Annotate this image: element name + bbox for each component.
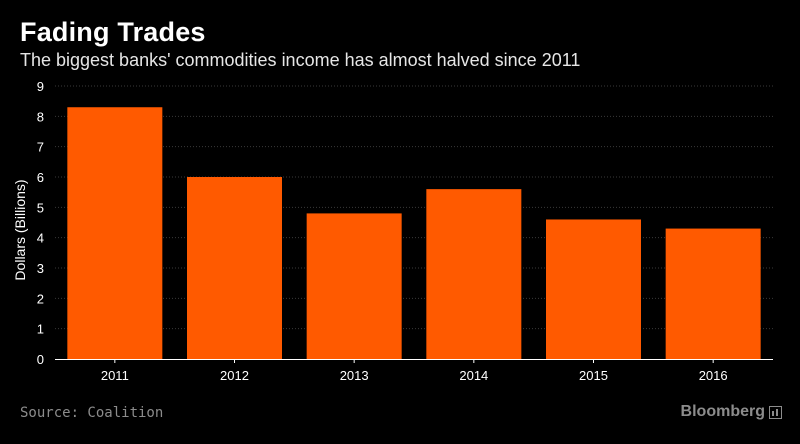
y-tick-label: 3 [37, 261, 44, 276]
y-tick-label: 8 [37, 109, 44, 124]
y-tick-label: 1 [37, 322, 44, 337]
y-tick-label: 7 [37, 140, 44, 155]
x-tick-label: 2016 [699, 368, 728, 383]
y-tick-label: 0 [37, 352, 44, 367]
y-tick-label: 5 [37, 200, 44, 215]
bar-chart-icon [769, 405, 782, 419]
y-tick-label: 4 [37, 231, 44, 246]
y-axis-label: Dollars (Billions) [12, 179, 28, 280]
x-tick-label: 2014 [459, 368, 488, 383]
y-tick-label: 2 [37, 291, 44, 306]
brand-name: Bloomberg [680, 403, 765, 420]
y-tick-label: 9 [37, 79, 44, 94]
x-tick-label: 2013 [340, 368, 369, 383]
bar-2011 [67, 107, 163, 359]
chart-subtitle: The biggest banks' commodities income ha… [20, 50, 581, 70]
axes: 0 1 2 3 4 5 6 7 8 9 2011 2012 2013 2014 2015 2016 [37, 79, 773, 383]
bar-2015 [546, 219, 641, 359]
bar-2012 [187, 177, 282, 359]
bars [67, 107, 761, 359]
bar-2013 [306, 213, 402, 359]
x-tick-label: 2012 [220, 368, 249, 383]
bar-2014 [426, 189, 522, 359]
x-tick-label: 2015 [579, 368, 608, 383]
source-note: Source: Coalition [20, 405, 164, 421]
chart-title: Fading Trades [20, 17, 206, 47]
bar-2016 [665, 228, 761, 359]
x-tick-label: 2011 [101, 368, 129, 383]
brand-logo: Bloomberg [681, 403, 782, 421]
gridlines [55, 85, 773, 330]
y-tick-label: 6 [37, 170, 44, 185]
